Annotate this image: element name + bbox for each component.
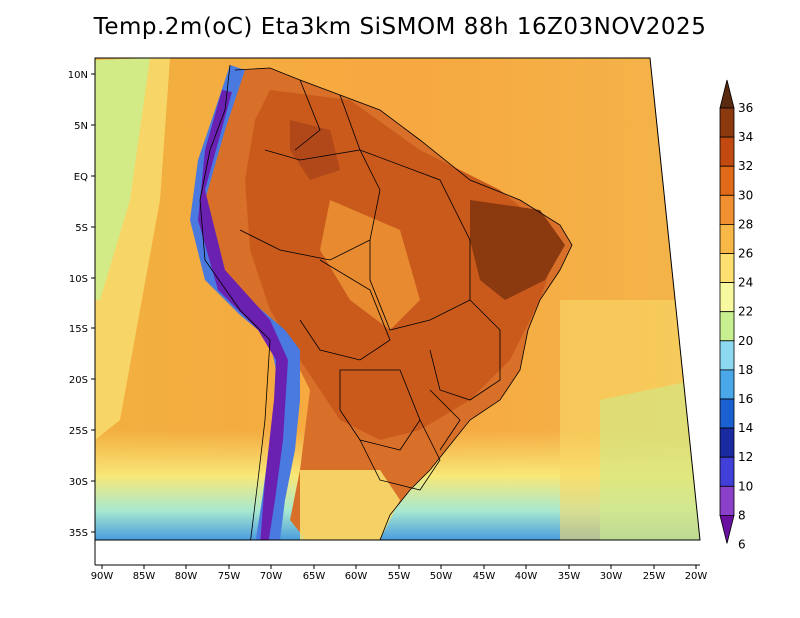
colorbar-label: 26	[738, 247, 753, 261]
colorbar-swatch	[719, 136, 735, 167]
lat-label: 5S	[75, 223, 88, 234]
lat-label: 10S	[69, 274, 88, 285]
lon-label: 90W	[91, 571, 114, 582]
colorbar-label: 12	[738, 450, 753, 464]
colorbar-label: 34	[738, 130, 753, 144]
lat-label: 30S	[69, 477, 88, 488]
colorbar-swatch	[719, 107, 735, 138]
lon-label: 60W	[345, 571, 368, 582]
colorbar-swatch	[719, 340, 735, 371]
colorbar: 36 34 32 30 28 26 24 22 20 18 16 14 12 10 8 6	[719, 79, 753, 552]
lon-label: 30W	[600, 571, 623, 582]
lat-label: 35S	[69, 528, 88, 539]
colorbar-label: 10	[738, 479, 753, 493]
colorbar-label: 36	[738, 101, 753, 115]
colorbar-label: 32	[738, 159, 753, 173]
colorbar-bottom-arrow	[719, 515, 735, 544]
lon-label: 55W	[388, 571, 411, 582]
lat-label: 20S	[69, 375, 88, 386]
colorbar-label: 22	[738, 305, 753, 319]
map-title: Temp.2m(oC) Eta3km SiSMOM 88h 16Z03NOV20…	[93, 14, 707, 40]
colorbar-swatch	[719, 165, 735, 196]
lon-label: 75W	[218, 571, 241, 582]
colorbar-swatch	[719, 398, 735, 429]
lon-label: 20W	[685, 571, 708, 582]
colorbar-label: 6	[738, 538, 746, 552]
colorbar-label: 20	[738, 334, 753, 348]
lon-label: 35W	[558, 571, 581, 582]
lon-label: 25W	[643, 571, 666, 582]
lon-label: 85W	[133, 571, 156, 582]
colorbar-swatch	[719, 369, 735, 400]
colorbar-label: 24	[738, 276, 753, 290]
colorbar-swatch	[719, 194, 735, 225]
lat-label: EQ	[74, 172, 88, 183]
lon-label: 80W	[175, 571, 198, 582]
colorbar-label: 8	[738, 508, 746, 522]
latitude-axis: 10N 5N EQ 5S 10S 15S 20S 25S 30S 35S	[68, 70, 95, 539]
colorbar-swatch	[719, 427, 735, 458]
lon-label: 70W	[260, 571, 283, 582]
colorbar-swatch	[719, 282, 735, 313]
lon-label: 45W	[473, 571, 496, 582]
lon-label: 50W	[430, 571, 453, 582]
colorbar-label: 14	[738, 421, 753, 435]
colorbar-label: 28	[738, 217, 753, 231]
colorbar-swatch	[719, 485, 735, 516]
colorbar-swatch	[719, 456, 735, 487]
lat-label: 10N	[68, 70, 88, 81]
colorbar-label: 18	[738, 363, 753, 377]
colorbar-swatch	[719, 223, 735, 254]
lon-label: 40W	[515, 571, 538, 582]
lat-label: 15S	[69, 324, 88, 335]
longitude-axis: 90W 85W 80W 75W 70W 65W 60W 55W 50W 45W …	[91, 565, 708, 582]
map-domain	[95, 58, 700, 540]
colorbar-label: 30	[738, 188, 753, 202]
colorbar-top-arrow	[719, 79, 735, 109]
lon-label: 65W	[303, 571, 326, 582]
lat-label: 25S	[69, 426, 88, 437]
colorbar-swatch	[719, 253, 735, 284]
lat-label: 5N	[74, 121, 88, 132]
colorbar-swatch	[719, 311, 735, 342]
colorbar-label: 16	[738, 392, 753, 406]
